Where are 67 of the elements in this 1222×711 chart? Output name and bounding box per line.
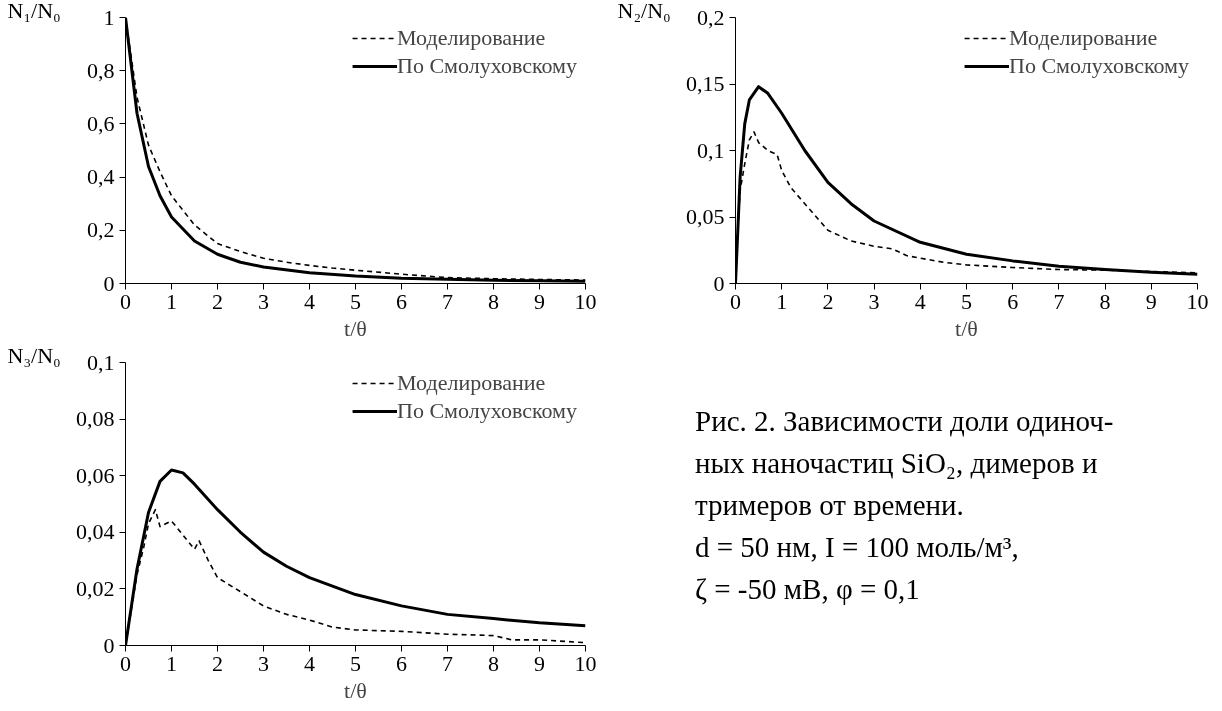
y-tick-label: 0,06 — [76, 462, 115, 488]
y-tick-label: 0,2 — [87, 217, 115, 243]
legend-label: Моделирование — [397, 25, 546, 51]
y-axis-title: N₃/N₀ — [7, 342, 61, 368]
text: ных наночастиц SiO₂, димеров и — [695, 446, 1099, 481]
x-tick-label: 2 — [212, 650, 223, 676]
x-tick-label: 6 — [396, 288, 407, 314]
x-tick-label: 9 — [1145, 288, 1157, 314]
x-tick-label: 3 — [258, 650, 269, 676]
x-tick-label: 9 — [534, 650, 545, 676]
x-tick-label: 0 — [120, 650, 131, 676]
x-tick-label: 10 — [574, 288, 597, 314]
y-tick-label: 0 — [103, 632, 115, 658]
x-tick-label: 7 — [442, 650, 453, 676]
x-tick-label: 5 — [350, 650, 361, 676]
y-tick-label: 0,1 — [697, 137, 725, 163]
x-tick-label: 2 — [822, 288, 834, 314]
x-tick-label: 2 — [212, 288, 223, 314]
y-tick-label: 0,05 — [686, 204, 725, 229]
x-tick-label: 1 — [166, 288, 177, 314]
legend-label: По Смолуховскому — [397, 398, 577, 424]
x-tick-label: 8 — [488, 288, 499, 314]
legend-label: По Смолуховскому — [397, 53, 577, 79]
y-axis-title: N₂/N₀ — [617, 0, 671, 23]
x-tick-label: 5 — [961, 288, 972, 314]
x-tick-label: 0 — [730, 288, 741, 314]
y-tick-label: 0,04 — [76, 519, 115, 545]
text: ζ = -50 мВ, φ = 0,1 — [695, 572, 921, 607]
y-tick-label: 1 — [103, 4, 115, 30]
y-tick-label: 0,6 — [87, 110, 115, 136]
y-tick-label: 0,08 — [76, 406, 115, 432]
y-axis-title: N₁/N₀ — [7, 0, 61, 23]
text: d = 50 нм, I = 100 моль/м³, — [695, 530, 1020, 565]
text: Рис. 2. Зависимости доли одиноч- — [695, 404, 1114, 439]
x-tick-label: 5 — [350, 288, 361, 314]
x-tick-label: 10 — [574, 650, 597, 676]
x-tick-label: 10 — [1186, 288, 1209, 314]
y-tick-label: 0,8 — [87, 57, 115, 83]
y-tick-label: 0,15 — [686, 71, 725, 96]
y-tick-label: 0,02 — [76, 575, 115, 601]
x-tick-label: 7 — [1053, 288, 1065, 314]
legend-label: По Смолуховскому — [1009, 53, 1189, 79]
y-tick-label: 0 — [713, 270, 725, 296]
y-tick-label: 0,1 — [87, 349, 115, 375]
x-axis-title: t/θ — [955, 315, 978, 341]
legend-label: Моделирование — [397, 370, 546, 396]
x-tick-label: 3 — [868, 288, 880, 314]
x-tick-label: 4 — [304, 288, 315, 314]
x-axis-title: t/θ — [344, 677, 367, 703]
y-tick-label: 0,4 — [87, 164, 115, 190]
x-tick-label: 8 — [1099, 288, 1111, 314]
text: тримеров от времени. — [695, 488, 965, 523]
x-tick-label: 8 — [488, 650, 499, 676]
x-tick-label: 6 — [1007, 288, 1019, 314]
x-axis-title: t/θ — [344, 315, 367, 341]
x-tick-label: 3 — [258, 288, 269, 314]
y-tick-label: 0,2 — [697, 4, 725, 30]
x-tick-label: 0 — [120, 288, 131, 314]
x-tick-label: 9 — [534, 288, 545, 314]
x-tick-label: 1 — [166, 650, 177, 676]
y-tick-label: 0 — [103, 270, 115, 296]
x-tick-label: 6 — [396, 650, 407, 676]
legend-label: Моделирование — [1009, 25, 1158, 51]
x-tick-label: 1 — [776, 288, 788, 314]
x-tick-label: 7 — [442, 288, 453, 314]
x-tick-label: 4 — [914, 288, 926, 314]
x-tick-label: 4 — [304, 650, 315, 676]
